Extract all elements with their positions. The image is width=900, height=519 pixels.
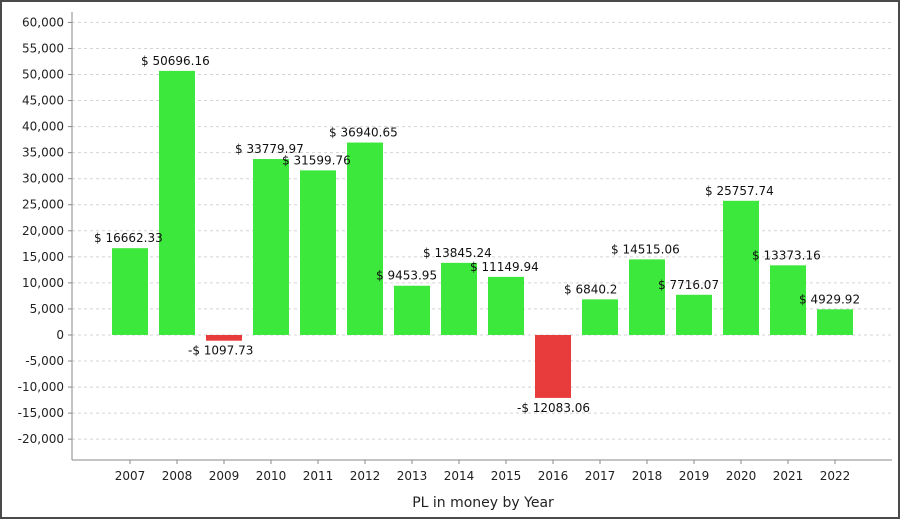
bar-2007 — [112, 248, 148, 335]
bars — [112, 70, 853, 398]
y-tick-label: -15,000 — [18, 406, 64, 420]
y-tick-label: 20,000 — [22, 224, 64, 238]
y-tick-label: 35,000 — [22, 146, 64, 160]
bar-2013 — [394, 285, 430, 335]
y-tick-label: -5,000 — [25, 354, 64, 368]
data-label: $ 31599.76 — [282, 153, 351, 167]
y-tick-label: 60,000 — [22, 15, 64, 29]
bar-2016 — [535, 334, 571, 398]
x-tick-label: 2022 — [820, 469, 851, 483]
data-label: $ 14515.06 — [611, 242, 680, 256]
x-tick-label: 2011 — [303, 469, 334, 483]
x-axis-title: PL in money by Year — [412, 495, 554, 511]
x-tick-label: 2012 — [350, 469, 381, 483]
x-tick-label: 2019 — [679, 469, 710, 483]
data-label: -$ 12083.06 — [517, 401, 590, 415]
data-label: $ 11149.94 — [470, 260, 539, 274]
x-tick-label: 2016 — [538, 469, 569, 483]
data-label: $ 9453.95 — [376, 269, 437, 283]
bar-2010 — [253, 159, 289, 335]
y-axis-ticks: -20,000 -15,000 -10,000 -5,000 0 5,000 10,000 1… — [18, 15, 72, 446]
y-tick-label: 55,000 — [22, 41, 64, 55]
data-label: $ 50696.16 — [141, 54, 210, 68]
data-label: $ 33779.97 — [235, 142, 304, 156]
y-tick-label: 50,000 — [22, 68, 64, 82]
bar-2018 — [629, 259, 665, 335]
axes — [71, 12, 892, 461]
bar-2021 — [770, 265, 806, 335]
data-label: $ 4929.92 — [799, 292, 860, 306]
bar-2017 — [582, 299, 618, 335]
data-labels: $ 16662.33 $ 50696.16 -$ 1097.73 $ 33779.97… — [94, 54, 860, 415]
y-tick-label: 5,000 — [30, 302, 64, 316]
bar-2009 — [206, 334, 242, 341]
y-tick-label: 25,000 — [22, 198, 64, 212]
data-label: $ 16662.33 — [94, 231, 163, 245]
y-tick-label: 0 — [56, 328, 64, 342]
x-tick-label: 2010 — [256, 469, 287, 483]
bar-2020 — [723, 200, 759, 335]
x-tick-label: 2014 — [444, 469, 475, 483]
data-label: $ 7716.07 — [658, 278, 719, 292]
x-tick-label: 2015 — [491, 469, 522, 483]
bar-2022 — [817, 309, 853, 335]
bar-2019 — [676, 294, 712, 335]
data-label: -$ 1097.73 — [188, 344, 253, 358]
data-label: $ 25757.74 — [705, 184, 774, 198]
bar-2014 — [441, 262, 477, 335]
x-tick-label: 2007 — [115, 469, 146, 483]
y-tick-label: 45,000 — [22, 94, 64, 108]
data-label: $ 36940.65 — [329, 126, 398, 140]
y-tick-label: -10,000 — [18, 380, 64, 394]
x-axis-ticks: 2007 2008 2009 2010 2011 2012 2013 2014 2015 2016… — [115, 460, 851, 483]
bar-2008 — [159, 70, 195, 335]
x-tick-label: 2009 — [209, 469, 240, 483]
x-tick-label: 2013 — [397, 469, 428, 483]
x-tick-label: 2020 — [726, 469, 757, 483]
bar-2012 — [347, 142, 383, 335]
grid-lines — [72, 21, 892, 440]
x-tick-label: 2017 — [585, 469, 616, 483]
data-label: $ 13373.16 — [752, 248, 821, 262]
bar-2015 — [488, 276, 524, 335]
bar-2011 — [300, 170, 336, 335]
y-tick-label: 30,000 — [22, 172, 64, 186]
x-tick-label: 2021 — [773, 469, 804, 483]
y-tick-label: 15,000 — [22, 250, 64, 264]
data-label: $ 13845.24 — [423, 246, 492, 260]
x-tick-label: 2008 — [162, 469, 193, 483]
y-tick-label: 10,000 — [22, 276, 64, 290]
y-tick-label: 40,000 — [22, 120, 64, 134]
x-tick-label: 2018 — [632, 469, 663, 483]
y-tick-label: -20,000 — [18, 432, 64, 446]
data-label: $ 6840.2 — [564, 282, 617, 296]
